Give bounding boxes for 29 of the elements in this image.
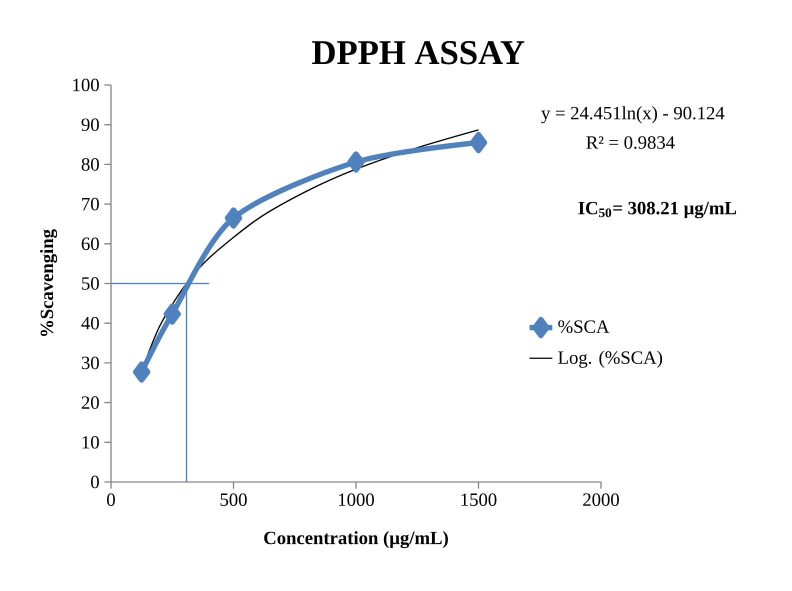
x-axis-title: Concentration (µg/mL) — [264, 531, 448, 548]
annotation: R² = 0.9834 — [586, 136, 675, 149]
y-tick-label: 0 — [91, 476, 99, 488]
y-tick-label: 100 — [73, 78, 99, 92]
x-tick-label: 1000 — [338, 493, 374, 506]
y-tick-label: 70 — [82, 198, 99, 210]
y-tick-label: 40 — [81, 316, 99, 330]
y-tick-label: 50 — [82, 277, 99, 290]
point — [164, 303, 181, 325]
y-tick-label: 10 — [82, 436, 99, 449]
point — [132, 361, 150, 383]
x-tick-label: 500 — [220, 493, 247, 506]
x-tick-label: 2000 — [583, 493, 619, 506]
y-tick-label: 90 — [82, 118, 99, 131]
annotation: IC$_{50}$= 308.21 µg/mL — [578, 202, 736, 218]
y-tick-label: 80 — [82, 158, 99, 171]
point — [347, 151, 365, 173]
point — [224, 207, 242, 229]
y-tick-label: 20 — [82, 396, 99, 409]
y-tick-label: 30 — [82, 356, 99, 370]
legend-label: %SCA — [558, 320, 610, 334]
point — [470, 132, 488, 154]
x-tick-label: 0 — [107, 493, 115, 506]
x-tick-label: 1500 — [461, 493, 496, 506]
chart-title: DPPH ASSAY — [312, 41, 524, 64]
y-axis-title: %Scavenging — [40, 229, 58, 336]
legend-label: Log. (%SCA) — [558, 350, 662, 368]
annotation: y = 24.451ln(x) - 90.124 — [541, 106, 724, 124]
y-tick-label: 60 — [82, 237, 99, 250]
